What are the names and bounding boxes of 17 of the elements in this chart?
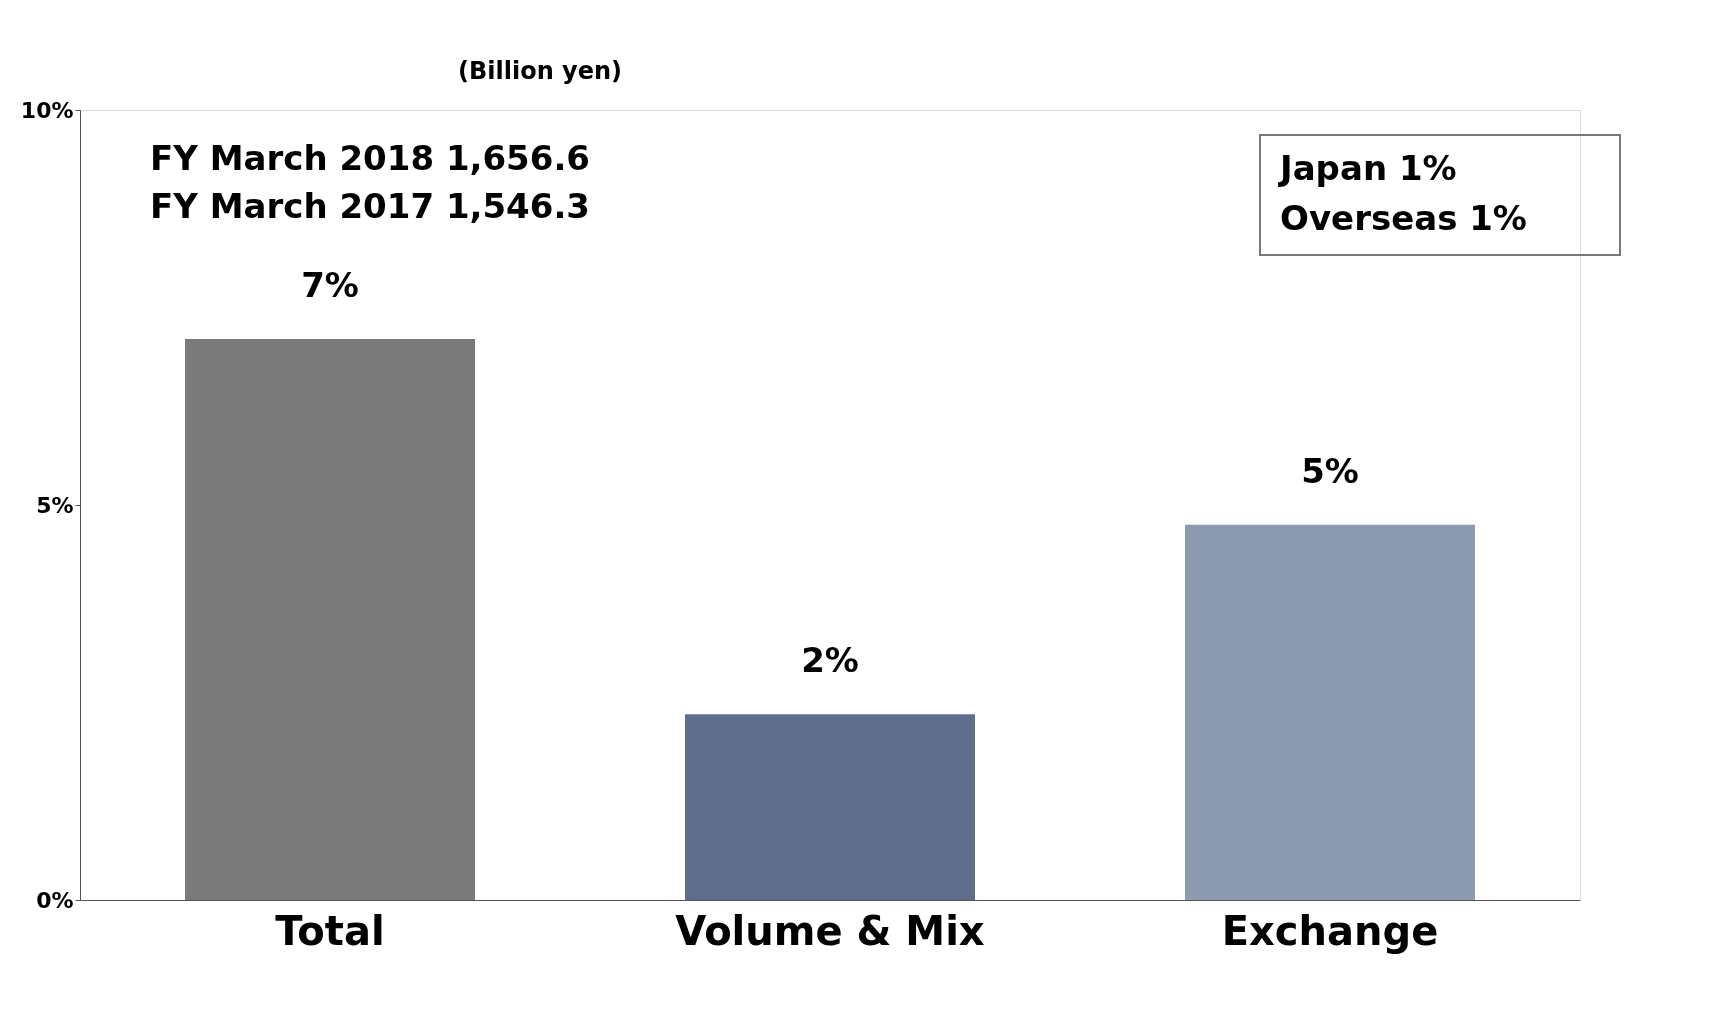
- y-tick-label: 10%: [20, 97, 74, 123]
- bar: [1185, 524, 1475, 900]
- bar: [685, 714, 975, 900]
- text: (Billion yen): [457, 57, 623, 85]
- data-label: 7%: [301, 265, 359, 306]
- annotation: Overseas 1%: [1280, 198, 1527, 238]
- data-label: 5%: [1301, 450, 1359, 491]
- x-tick-label: Total: [275, 907, 385, 954]
- y-tick-label: 0%: [36, 887, 74, 913]
- x-tick-label: Volume & Mix: [675, 907, 985, 954]
- annotation: FY March 2017 1,546.3: [150, 186, 591, 226]
- data-label: 2%: [801, 640, 859, 681]
- annotation: Japan 1%: [1278, 148, 1457, 188]
- x-tick-label: Exchange: [1221, 907, 1439, 954]
- bar: [185, 339, 475, 900]
- y-tick-label: 5%: [36, 492, 74, 518]
- annotation: FY March 2018 1,656.6: [150, 138, 591, 178]
